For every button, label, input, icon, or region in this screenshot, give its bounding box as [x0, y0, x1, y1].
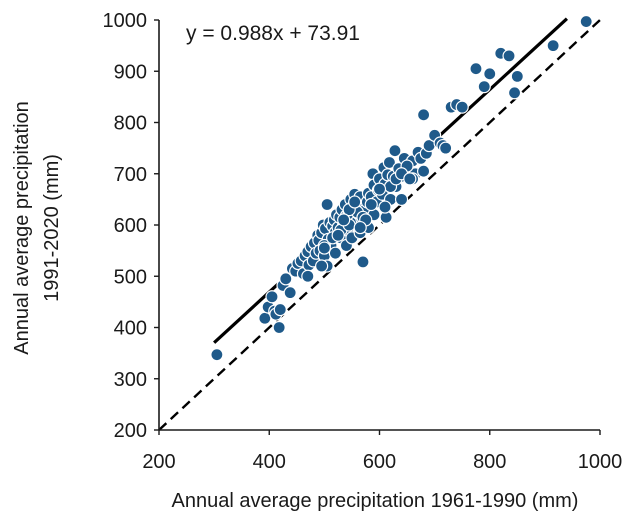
data-point	[348, 195, 362, 209]
data-point	[301, 269, 315, 283]
data-point	[403, 172, 417, 186]
data-point	[510, 69, 524, 83]
data-point	[417, 108, 431, 122]
data-point	[337, 213, 351, 227]
x-tick-label: 800	[473, 451, 506, 473]
x-tick-label: 200	[142, 451, 175, 473]
trend-lines	[158, 17, 601, 431]
y-tick-label: 500	[114, 266, 147, 288]
data-point	[417, 164, 431, 178]
y-tick-label: 400	[114, 318, 147, 340]
y-tick-label: 700	[114, 164, 147, 186]
data-point	[469, 62, 483, 76]
x-tick-label: 600	[363, 451, 396, 473]
y-tick-label: 800	[114, 113, 147, 135]
y-axis-title-line-1: Annual average precipitation	[11, 101, 33, 355]
x-axis-ticks: 200 400 600 800 1000	[142, 430, 622, 473]
y-axis-ticks: 200 300 400 500 600 700 800 900 1000	[103, 10, 159, 442]
data-point	[372, 182, 387, 196]
y-axis-title-line-2: 1991-2020 (mm)	[41, 154, 63, 302]
data-point	[388, 144, 402, 158]
data-point	[210, 348, 224, 362]
x-axis-title: Annual average precipitation 1961-1990 (…	[172, 490, 579, 512]
data-point	[283, 286, 297, 300]
data-point	[328, 246, 342, 260]
data-points	[210, 14, 593, 362]
data-point	[315, 259, 329, 273]
data-point	[378, 200, 392, 214]
data-point	[579, 14, 593, 29]
y-tick-label: 300	[114, 369, 147, 391]
y-tick-label: 900	[114, 61, 147, 83]
data-point	[382, 155, 397, 170]
data-point	[317, 241, 331, 255]
data-point	[331, 228, 345, 242]
data-point	[320, 197, 334, 212]
data-point	[273, 302, 287, 317]
data-point	[546, 39, 560, 53]
data-point	[279, 272, 293, 286]
y-tick-label: 200	[114, 420, 147, 442]
data-point	[364, 197, 378, 212]
data-point	[353, 220, 367, 235]
regression-equation: y = 0.988x + 73.91	[186, 22, 360, 45]
data-point	[483, 67, 497, 81]
data-point	[439, 141, 453, 155]
data-point	[502, 49, 516, 63]
data-point	[272, 320, 286, 335]
x-tick-label: 1000	[578, 451, 623, 473]
data-point	[394, 192, 409, 206]
y-tick-label: 600	[114, 215, 147, 237]
data-point	[265, 290, 279, 304]
data-point	[507, 86, 522, 100]
data-point	[477, 80, 491, 94]
y-tick-label: 1000	[103, 10, 148, 32]
data-point	[455, 100, 469, 114]
one-to-one-line	[158, 19, 601, 431]
x-tick-label: 400	[253, 451, 286, 473]
data-point	[356, 255, 370, 269]
